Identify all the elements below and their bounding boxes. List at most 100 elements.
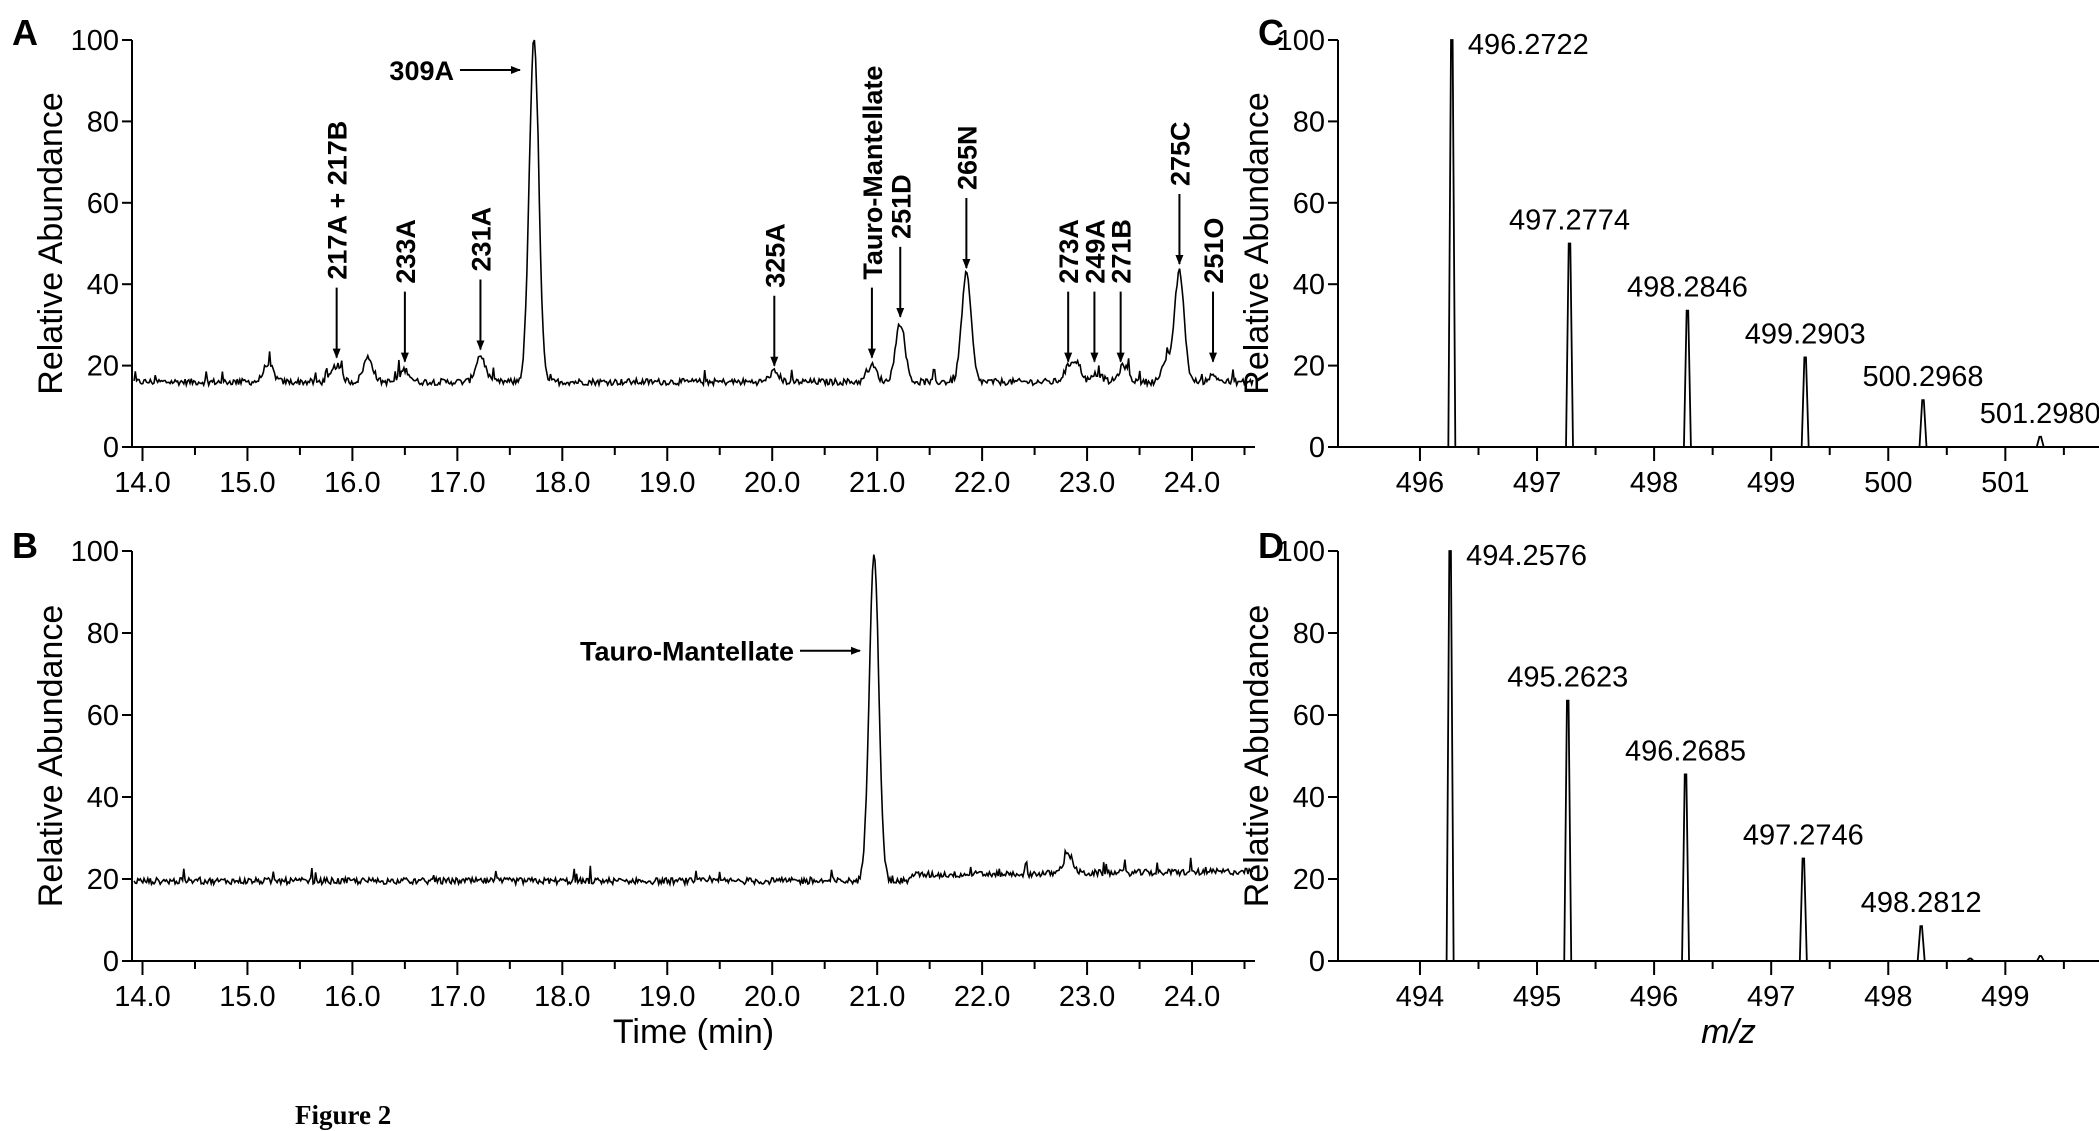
x-tick-label: 496 [1630,981,1678,1013]
x-tick-label: 501 [1981,467,2029,499]
spectrum-peak [1681,773,1690,962]
x-tick-label: 16.0 [324,981,380,1013]
x-tick-label: 14.0 [114,467,170,499]
y-tick-label: 60 [1293,700,1325,732]
y-axis-label: Relative Abundance [1238,605,1276,907]
peak-label: 273A [1054,219,1084,284]
panel-a: A 0 20 40 60 80 100 14.0 15.0 16.0 17.0 18.0 19.0 20.… [12,12,1255,499]
peak-mz-label: 496.2722 [1468,29,1589,61]
spectrum-peak [1445,550,1455,962]
x-tick-label: 21.0 [849,467,905,499]
peak-mz-label: 497.2746 [1743,820,1864,852]
y-tick-label: 20 [87,351,119,383]
x-tick-label: 495 [1513,981,1561,1013]
x-tick-label: 497 [1513,467,1561,499]
y-tick-label: 80 [1293,106,1325,138]
x-tick-label: 18.0 [534,981,590,1013]
x-tick-label: 15.0 [219,981,275,1013]
x-tick-label: 21.0 [849,981,905,1013]
y-tick-label: 0 [103,432,119,464]
panel-label: B [12,525,38,566]
y-axis-label: Relative Abundance [32,92,70,394]
x-tick-label: 497 [1747,981,1795,1013]
y-tick-label: 40 [1293,782,1325,814]
peak-mz-label: 495.2623 [1507,662,1628,694]
peak-label: 233A [391,219,421,284]
panel-label: A [12,12,38,53]
x-tick-label: 22.0 [954,467,1010,499]
peak-label: 265N [952,126,982,191]
spectrum-peak [1563,699,1573,962]
x-tick-label: 496 [1396,467,1444,499]
y-tick-label: 40 [87,782,119,814]
series-line [133,554,1254,888]
x-tick-label: 16.0 [324,467,380,499]
spectrum-peak [1798,857,1808,962]
x-tick-label: 22.0 [954,981,1010,1013]
peak-label: 325A [760,223,790,288]
peak-label: 251D [886,174,916,239]
y-tick-label: 100 [71,536,119,568]
spectrum-peak [1916,925,1926,962]
x-axis-label: Time (min) [613,1013,774,1051]
x-tick-label: 19.0 [639,467,695,499]
x-tick-label: 19.0 [639,981,695,1013]
peak-mz-label: 501.2980 [1980,398,2099,430]
y-tick-label: 60 [87,700,119,732]
x-tick-label: 499 [1747,467,1795,499]
peak-label: 271B [1107,219,1137,284]
x-tick-label: 24.0 [1164,467,1220,499]
y-tick-label: 100 [1277,25,1325,57]
y-axis-label: Relative Abundance [32,605,70,907]
y-tick-label: 20 [1293,864,1325,896]
series-line [133,39,1254,389]
y-tick-label: 80 [1293,618,1325,650]
y-tick-label: 20 [87,864,119,896]
x-tick-label: 15.0 [219,467,275,499]
panel-b: B 0 20 40 60 80 100 14.0 15.0 16.0 17.0 18.0 19.0 20.… [12,525,1255,1051]
spectrum-peak [1918,399,1928,448]
y-tick-label: 100 [71,25,119,57]
x-tick-label: 18.0 [534,467,590,499]
spectrum-peak [2036,955,2045,962]
x-tick-label: 500 [1864,467,1912,499]
peak-label: 231A [466,207,496,272]
y-tick-label: 60 [87,188,119,220]
x-tick-label: 23.0 [1059,981,1115,1013]
x-tick-label: 24.0 [1164,981,1220,1013]
panel-label: C [1258,12,1284,53]
x-tick-label: 17.0 [429,467,485,499]
peak-mz-label: 498.2812 [1861,887,1982,919]
y-axis-label: Relative Abundance [1238,92,1276,394]
x-tick-label: 494 [1396,981,1444,1013]
spectrum-peak [1683,309,1692,448]
y-tick-label: 80 [87,618,119,650]
peak-mz-label: 499.2903 [1745,318,1866,350]
peak-label: 275C [1165,121,1195,186]
y-tick-label: 80 [87,106,119,138]
y-tick-label: 40 [87,269,119,301]
peak-mz-label: 496.2685 [1625,735,1746,767]
peak-label: 217A + 217B [323,121,353,280]
peak-label: 309A [389,56,454,86]
figure-caption: Figure 2 [295,1100,392,1130]
x-tick-label: 23.0 [1059,467,1115,499]
panel-c: C 0 20 40 60 80 100 496 497 498 499 500 501 Relative … [1238,12,2099,499]
peak-label: 251O [1199,218,1229,284]
y-tick-label: 0 [1309,946,1325,978]
peak-mz-label: 497.2774 [1509,205,1630,237]
y-tick-label: 20 [1293,351,1325,383]
spectrum-peak [1565,242,1574,448]
panel-d: D020406080100494495496497498499500Relati… [1238,525,2099,1051]
spectrum-peak [1966,957,1975,962]
panel-label: D [1258,525,1284,566]
y-tick-label: 0 [103,946,119,978]
spectrum-peak [2035,435,2045,448]
peak-label: Tauro-Mantellate [580,637,794,667]
x-tick-label: 498 [1630,467,1678,499]
peak-mz-label: 494.2576 [1466,540,1587,572]
x-tick-label: 498 [1864,981,1912,1013]
spectrum-peak [1800,356,1810,448]
x-tick-label: 17.0 [429,981,485,1013]
